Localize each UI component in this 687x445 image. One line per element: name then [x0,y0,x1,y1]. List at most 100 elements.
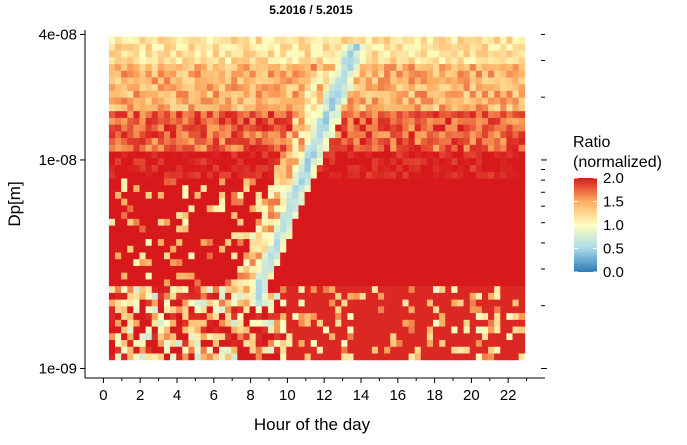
heatmap-cell [341,353,348,361]
heatmap-cell [518,184,526,192]
heatmap-cell [420,198,428,206]
heatmap-cell [439,332,446,341]
heatmap-cell [402,272,409,280]
heatmap-cell [286,225,293,233]
heatmap-cell [420,97,428,105]
heatmap-cell [433,353,440,361]
heatmap-cell [469,332,477,341]
heatmap-cell [133,110,140,118]
heatmap-cell [518,56,526,65]
heatmap-cell [420,117,428,125]
heatmap-cell [518,231,526,240]
heatmap-cell [359,130,367,139]
heatmap-cell [371,353,379,361]
heatmap-cell [322,63,330,71]
heatmap-cell [261,231,269,240]
heatmap-cell [151,312,159,320]
heatmap-cell [408,279,416,287]
heatmap-cell [231,157,238,166]
heatmap-cell [145,191,153,199]
heatmap-cell [219,191,226,199]
heatmap-cell [176,184,183,192]
heatmap-cell [200,285,208,293]
heatmap-cell [329,104,336,112]
heatmap-cell [304,272,312,280]
heatmap-cell [353,198,361,206]
heatmap-cell [414,312,422,320]
heatmap-cell [200,265,208,273]
heatmap-cell [377,205,385,213]
heatmap-cell [414,77,422,85]
heatmap-cell [304,171,312,179]
heatmap-cell [225,218,232,226]
heatmap-cell [206,56,214,65]
heatmap-cell [108,272,116,280]
heatmap-cell [163,137,171,145]
heatmap-cell [469,258,477,266]
heatmap-cell [390,252,397,260]
heatmap-cell [506,299,513,307]
heatmap-cell [316,353,324,361]
heatmap-cell [145,211,153,219]
heatmap-cell [157,104,165,112]
heatmap-cell [390,117,397,125]
heatmap-cell [347,231,354,240]
heatmap-cell [212,77,220,85]
heatmap-cell [170,285,177,293]
heatmap-cell [322,130,330,139]
heatmap-cell [433,184,440,192]
heatmap-cell [200,83,208,91]
heatmap-cell [463,151,471,159]
heatmap-cell [316,258,324,266]
heatmap-cell [384,157,391,166]
heatmap-cell [115,272,122,280]
heatmap-cell [420,265,428,273]
heatmap-cell [139,198,147,206]
heatmap-cell [139,104,147,112]
heatmap-cell [377,151,385,159]
heatmap-cell [475,265,483,273]
heatmap-cell [500,252,507,260]
heatmap-cell [286,299,293,307]
heatmap-cell [329,77,336,85]
heatmap-cell [200,258,208,266]
heatmap-cell [500,279,507,287]
heatmap-cell [249,231,257,240]
heatmap-cell [176,191,183,199]
heatmap-cell [384,184,391,192]
heatmap-cell [408,225,416,233]
heatmap-cell [274,43,281,51]
heatmap-cell [500,117,507,125]
heatmap-cell [286,191,293,199]
heatmap-cell [347,164,354,172]
heatmap-cell [426,77,434,85]
heatmap-cell [402,218,409,226]
heatmap-cell [329,218,336,226]
heatmap-cell [261,97,269,105]
heatmap-cell [451,36,458,44]
heatmap-cell [335,211,342,219]
heatmap-cell [139,70,147,78]
heatmap-cell [408,117,416,125]
heatmap-cell [481,50,489,58]
heatmap-cell [145,299,153,307]
heatmap-cell [451,130,458,139]
heatmap-cell [439,36,446,44]
heatmap-cell [341,184,348,192]
heatmap-cell [176,292,183,300]
heatmap-cell [243,205,250,213]
heatmap-cell [512,117,520,125]
heatmap-cell [322,171,330,179]
heatmap-cell [445,63,452,71]
heatmap-cell [274,90,281,98]
heatmap-cell [200,164,208,172]
heatmap-cell [414,184,422,192]
heatmap-cell [249,211,257,219]
heatmap-cell [335,70,342,78]
heatmap-cell [280,238,287,246]
heatmap-cell [481,205,489,213]
heatmap-cell [243,265,250,273]
heatmap-cell [408,50,416,58]
heatmap-cell [182,292,189,300]
heatmap-cell [512,205,520,213]
